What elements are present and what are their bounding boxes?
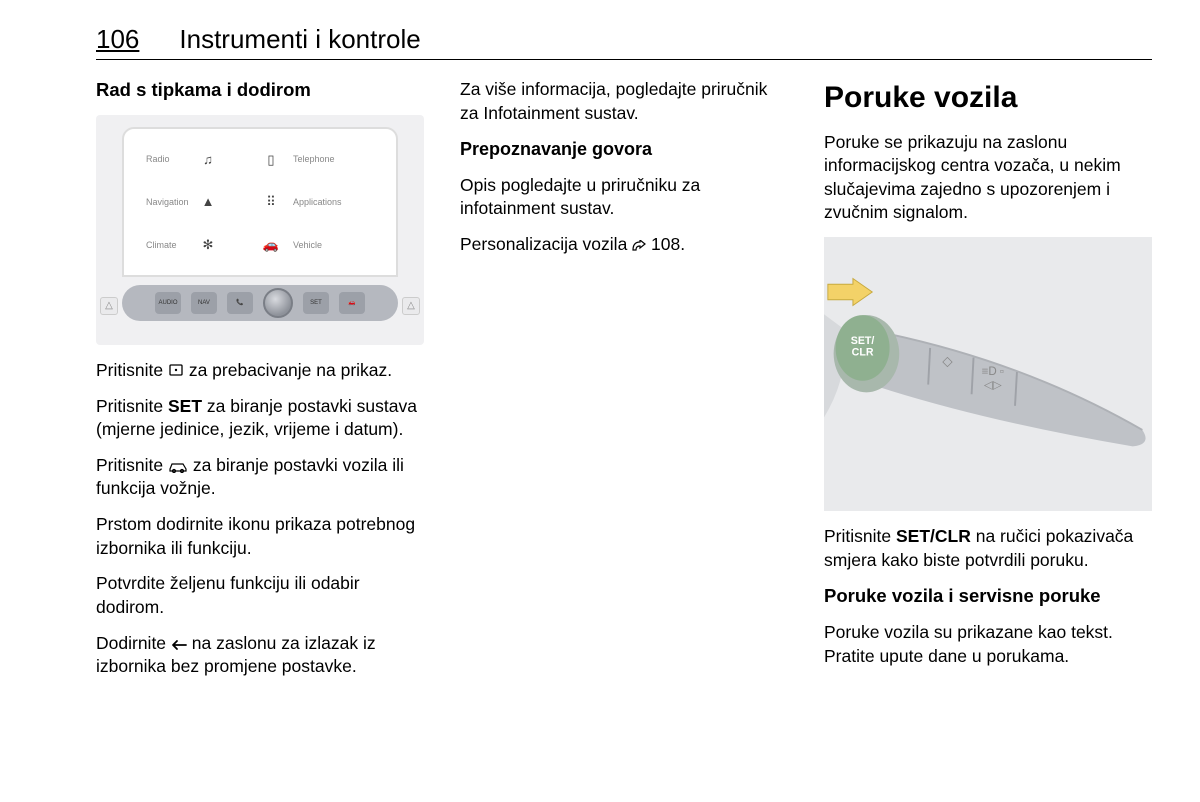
hazard-right-icon: △	[402, 297, 420, 315]
apps-grid-icon: ⠿	[263, 194, 279, 210]
col2-p3: Personalizacija vozila 108.	[460, 233, 788, 257]
screen-label-radio: Radio	[146, 153, 186, 165]
back-arrow-icon	[171, 639, 187, 651]
col1-p4: Prstom dodirnite ikonu prikaza potrebnog…	[96, 513, 424, 560]
column-1: Rad s tipkama i dodirom Radio ♫ ▯ Telephon…	[96, 78, 424, 691]
page-header: 106 Instrumenti i kontrole	[96, 24, 1152, 60]
col2-p2: Opis pogledajte u priručniku za infotain…	[460, 174, 788, 221]
svg-text:≡D ▫: ≡D ▫	[982, 366, 1004, 378]
infotainment-button-bar: AUDIO NAV 📞 SET 🚗	[122, 285, 398, 321]
col2-h1: Prepoznavanje govora	[460, 137, 788, 161]
stalk-svg: ◇ ≡D ▫ ◁▷ SET/ CLR	[824, 237, 1152, 511]
infotainment-screen: Radio ♫ ▯ Telephone Navigation ▲ ⠿ Applicati…	[122, 127, 398, 277]
col1-p6: Dodirnite na zaslonu za izlazak iz izbor…	[96, 632, 424, 679]
snowflake-icon: ✻	[200, 237, 216, 253]
col1-p2: Pritisnite SET za biranje postavki susta…	[96, 395, 424, 442]
home-screen-icon	[168, 362, 184, 378]
chapter-title: Instrumenti i kontrole	[179, 24, 420, 55]
setclr-label: SET/CLR	[896, 526, 971, 546]
nav-arrow-icon: ▲	[200, 194, 216, 210]
col1-p3: Pritisnite za biranje postavki vozila il…	[96, 454, 424, 501]
text-fragment: Dodirnite	[96, 633, 171, 653]
page-number: 106	[96, 24, 139, 55]
svg-text:◁▷: ◁▷	[984, 379, 1003, 391]
phone-outline-icon: ▯	[263, 151, 279, 167]
col3-p3: Poruke vozila su prikazane kao tekst. Pr…	[824, 621, 1152, 668]
center-knob	[263, 288, 293, 318]
reference-arrow-icon	[632, 240, 646, 252]
text-fragment: Pritisnite	[96, 360, 168, 380]
svg-text:◇: ◇	[942, 353, 953, 368]
svg-text:CLR: CLR	[852, 347, 874, 359]
screen-label-navigation: Navigation	[146, 196, 186, 208]
text-fragment: za prebacivanje na prikaz.	[184, 360, 392, 380]
col3-p1: Poruke se prikazuju na zaslonu informaci…	[824, 131, 1152, 226]
music-note-icon: ♫	[200, 151, 216, 167]
car-icon: 🚗	[263, 237, 279, 253]
col3-p2: Pritisnite SET/CLR na ručici pokazivača …	[824, 525, 1152, 572]
nav-button: NAV	[191, 292, 217, 314]
col3-h2: Poruke vozila i servisne poruke	[824, 584, 1152, 609]
phone-button: 📞	[227, 292, 253, 314]
col1-p1: Pritisnite za prebacivanje na prikaz.	[96, 359, 424, 383]
svg-text:SET/: SET/	[851, 335, 875, 347]
screen-label-applications: Applications	[293, 196, 333, 208]
col3-section-heading: Poruke vozila	[824, 78, 1152, 119]
text-fragment: Personalizacija vozila	[460, 234, 632, 254]
screen-label-telephone: Telephone	[293, 153, 333, 165]
text-fragment: Pritisnite	[96, 396, 168, 416]
column-2: Za više informacija, pogledajte priručni…	[460, 78, 788, 691]
audio-button: AUDIO	[155, 292, 181, 314]
screen-label-vehicle: Vehicle	[293, 239, 333, 251]
col2-p1: Za više informacija, pogledajte priručni…	[460, 78, 788, 125]
car-outline-icon	[168, 460, 188, 473]
col1-p5: Potvrdite željenu funkciju ili odabir do…	[96, 572, 424, 619]
col1-heading: Rad s tipkama i dodirom	[96, 78, 424, 103]
text-fragment: Pritisnite	[824, 526, 896, 546]
column-3: Poruke vozila Poruke se prikazuju na zas…	[824, 78, 1152, 691]
hazard-left-icon: △	[100, 297, 118, 315]
stalk-illustration: ◇ ≡D ▫ ◁▷ SET/ CLR	[824, 237, 1152, 511]
set-label: SET	[168, 396, 202, 416]
text-fragment: Pritisnite	[96, 455, 168, 475]
vehicle-button: 🚗	[339, 292, 365, 314]
set-button: SET	[303, 292, 329, 314]
screen-label-climate: Climate	[146, 239, 186, 251]
infotainment-illustration: Radio ♫ ▯ Telephone Navigation ▲ ⠿ Applicati…	[96, 115, 424, 345]
page-reference: 108.	[646, 234, 685, 254]
